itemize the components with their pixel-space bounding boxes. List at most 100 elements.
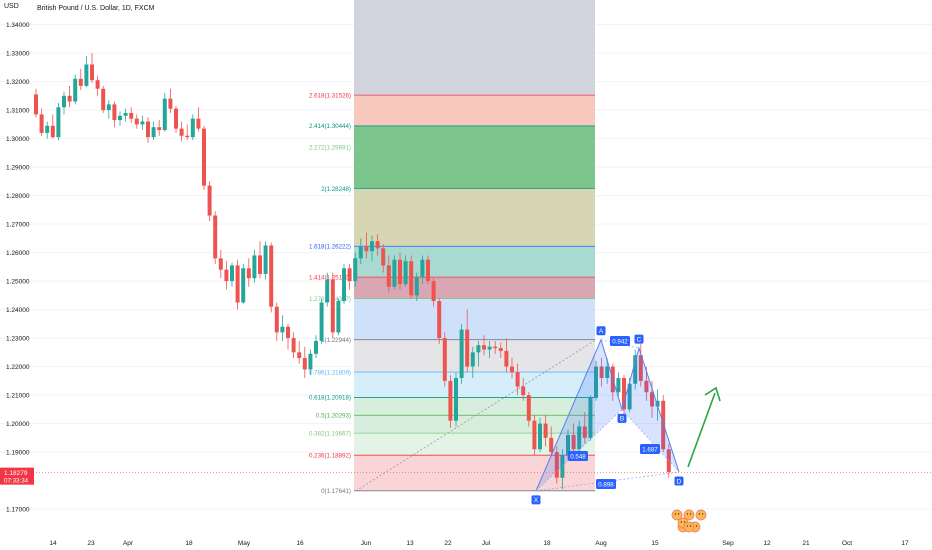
candle-body [515,372,520,387]
harmonic-pattern: X A B C D 0.548 0.942 1.687 0.898 [0,326,932,505]
fib-level-label: 0.382(1.19667) [309,430,351,437]
candle-body [465,329,470,367]
candle-body [448,380,453,421]
time-axis-label: 14 [49,540,57,547]
candles [34,53,671,490]
candle-body [39,114,44,133]
price-tag-value: 1.18279 [4,470,28,477]
emoji-eye-icon [686,513,689,515]
candle-body [622,378,626,410]
fib-level-label: 0.5(1.20293) [316,413,351,420]
emoji-face-icon[interactable] [683,521,695,533]
fib-zone [354,188,595,247]
candle-body [179,128,184,136]
emoji-eye-icon [695,525,698,527]
pattern-ratio-badge [596,479,616,489]
candle-body [638,355,643,381]
candle-body [45,125,50,133]
candle-body [403,261,408,284]
pattern-point-badge [596,326,606,336]
candle-body [650,392,654,407]
candle-body [67,95,72,102]
candle-body [342,268,346,302]
candle-body [297,352,302,359]
candle-body [123,112,128,116]
candle-body [414,276,419,296]
time-axis-label: 21 [802,540,810,547]
candle-body [106,104,111,111]
candle-body [196,118,201,129]
price-axis-label: 1.30000 [6,136,30,143]
candle-body [263,245,268,274]
candle-body [482,345,486,350]
candle-body [386,265,391,287]
candle-body [129,112,134,119]
candle-body [442,338,447,381]
price-axis-label: 1.25000 [6,278,30,285]
pattern-point-label: X [534,497,539,504]
fib-trend-line [355,339,597,492]
candle-body [134,118,139,125]
candle-body [241,268,246,303]
candle-body [157,127,162,131]
candle-body [274,306,279,333]
price-axis-label: 1.22000 [6,364,30,371]
candle-body [381,248,386,266]
candle-body [661,400,666,450]
price-axis-label: 1.20000 [6,421,30,428]
candle-body [588,397,593,438]
price-axis-label: 1.19000 [6,449,30,456]
pattern-ratio-label: 0.548 [570,453,586,460]
price-axis-label: 1.32000 [6,79,30,86]
price-axis-label: 1.29000 [6,164,30,171]
pattern-ratio-label: 0.942 [612,338,628,345]
time-axis-label: 15 [651,540,659,547]
candle-body [510,366,514,373]
candle-body [521,386,526,396]
fib-level-label: 1.414(1.25140) [309,274,351,281]
price-axis-label: 1.23000 [6,335,30,342]
symbol-title: British Pound / U.S. Dollar, 1D, FXCM [37,5,155,12]
emoji-face-icon[interactable] [683,509,695,521]
emoji-eye-icon [689,513,692,515]
candle-body [633,355,638,384]
emoji-face-icon[interactable] [671,509,683,521]
time-axis-label: Jun [361,540,372,547]
emoji-face-icon[interactable] [695,509,707,521]
price-axis-label: 1.28000 [6,193,30,200]
candle-body [34,94,38,115]
candle-body [549,437,554,453]
pattern-bcd [622,348,679,473]
price-axis-label: 1.17000 [6,506,30,513]
candle-body [56,107,61,138]
emoji-reactions[interactable] [671,509,707,533]
candle-body [50,125,55,138]
candle-body [577,426,582,450]
price-tag-box [0,467,34,485]
candle-body [246,268,251,279]
candle-body [571,435,576,450]
candle-body [420,259,425,277]
candle-body [370,241,374,252]
price-axis-label: 1.26000 [6,250,30,257]
candle-body [90,64,94,81]
candle-body [437,301,442,339]
candle-body [644,380,649,393]
candle-body [358,246,363,259]
candle-body [336,301,341,333]
pattern-point-label: D [677,478,682,485]
price-axis-label: 1.21000 [6,392,30,399]
candle-body [207,185,212,216]
pattern-ratio-badge [640,444,660,454]
currency-label: USD [4,3,19,10]
pattern-ratio-badge [610,336,630,346]
candle-body [62,95,66,108]
candle-body [599,366,604,378]
candle-body [224,269,229,282]
candle-body [493,346,498,349]
candle-body [280,326,285,333]
candle-body [252,255,257,279]
candle-body [101,88,106,111]
